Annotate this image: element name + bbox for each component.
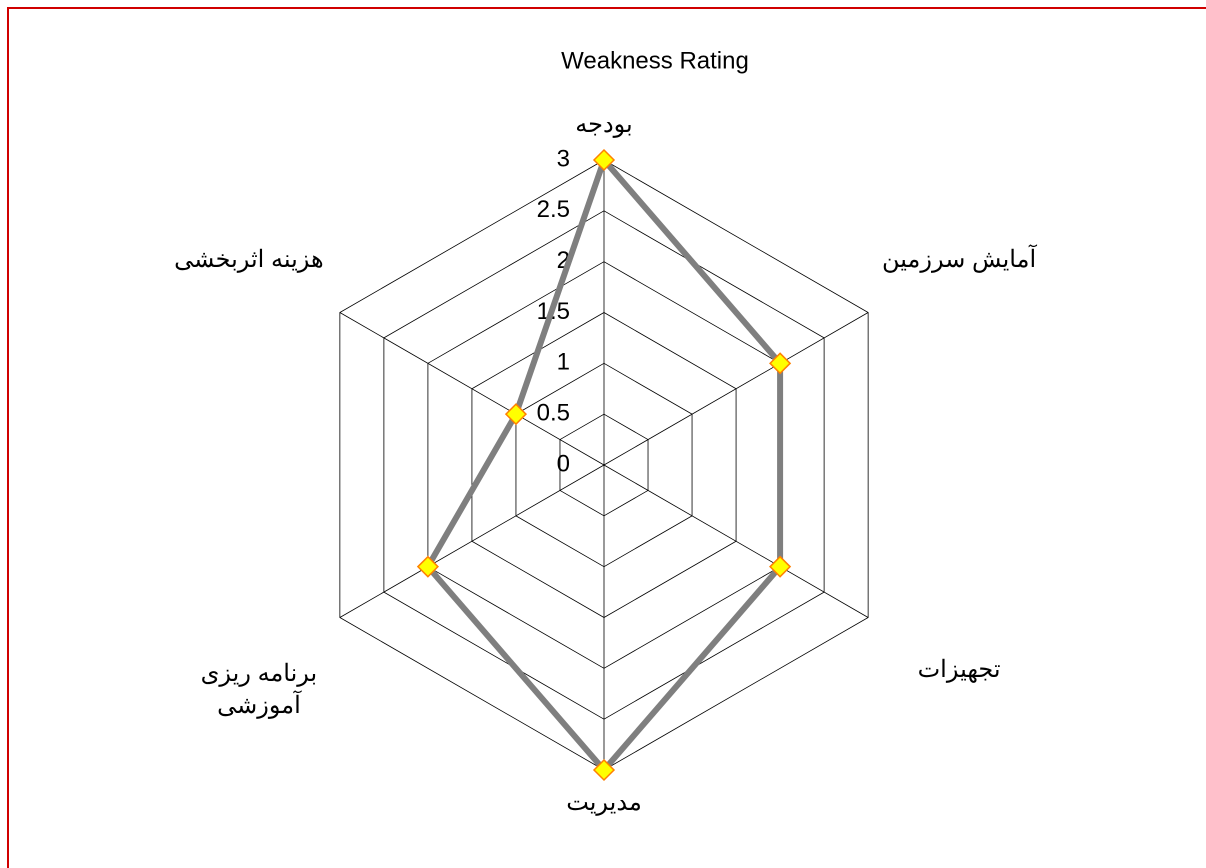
marker <box>769 555 792 578</box>
category-label: بودجه <box>575 111 633 138</box>
spoke <box>339 312 605 466</box>
r-tick-label: 2.5 <box>537 196 570 223</box>
spoke <box>603 312 869 466</box>
marker <box>769 352 792 375</box>
category-label: آمایش سرزمین <box>882 246 1037 273</box>
marker <box>592 148 616 172</box>
category-label: مدیریت <box>566 789 642 816</box>
frame <box>7 7 1206 868</box>
r-tick-label: 1 <box>557 349 570 376</box>
marker <box>592 758 616 782</box>
category-label: تجهیزات <box>917 656 1001 683</box>
category-label: هزینه اثربخشی <box>174 246 324 273</box>
spoke <box>339 464 605 618</box>
chart-title: Weakness Rating <box>561 47 749 74</box>
r-tick-label: 3 <box>557 145 570 172</box>
marker <box>416 555 439 578</box>
marker <box>504 403 528 426</box>
r-tick-label: 0 <box>557 450 570 477</box>
category-label: برنامه ریزی آموزشی <box>200 660 318 719</box>
r-tick-label: 0.5 <box>537 400 570 427</box>
spoke <box>603 464 869 618</box>
